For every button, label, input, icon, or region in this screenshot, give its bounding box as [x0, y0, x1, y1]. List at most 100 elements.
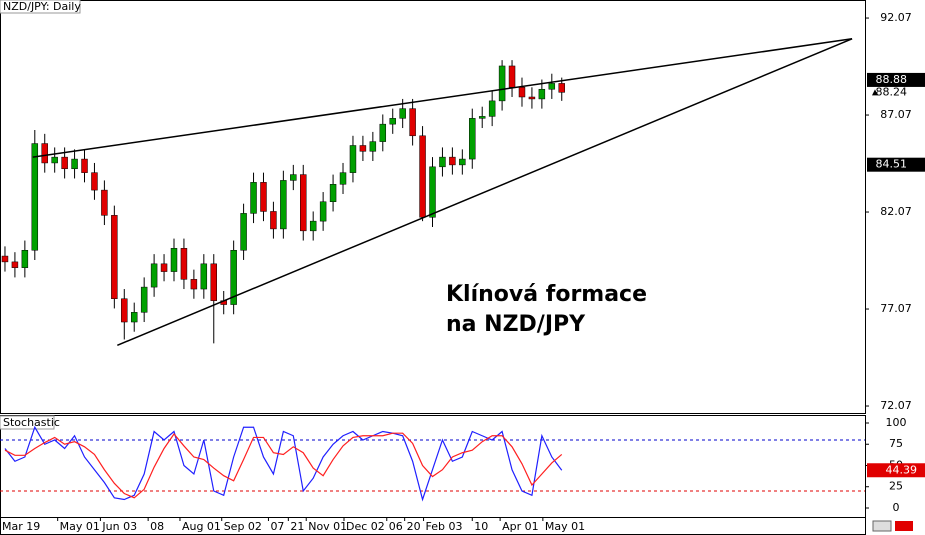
candle-body [379, 123, 387, 142]
price-label: 88.24 [876, 85, 908, 98]
candle-body [339, 172, 347, 185]
price-label-box [867, 157, 925, 172]
title-box [0, 415, 55, 430]
panel-title: Stochastic [3, 416, 60, 429]
y-tick-label: 72.07 [880, 399, 912, 412]
y-tick-label: 87.07 [880, 108, 912, 121]
candle-body [449, 156, 456, 166]
candle-body [548, 83, 556, 90]
x-tick-label: 08 [150, 520, 164, 533]
y-tick-label: 92.07 [880, 11, 912, 24]
candle-body [170, 248, 178, 272]
x-tick-label: 06 [389, 520, 403, 533]
candle-body [459, 158, 466, 166]
y-tick-label: 82.07 [880, 205, 912, 218]
last-value-label: 44.39 [886, 463, 918, 476]
candle-body [210, 263, 217, 301]
candle-body [488, 100, 496, 117]
candle-body [399, 108, 406, 119]
scroll-end-icon[interactable] [895, 521, 913, 531]
candle-body [478, 116, 486, 119]
y-tick-label: 100 [886, 416, 907, 429]
candle-body [240, 213, 247, 251]
y-tick-label: 75 [889, 437, 903, 450]
x-tick-label: Dec 02 [346, 520, 385, 533]
candle-body [290, 174, 297, 181]
x-tick-label: Aug 01 [182, 520, 221, 533]
y-tick-label: 0 [893, 501, 900, 514]
candle-body [31, 143, 39, 251]
x-tick-label: Nov 01 [308, 520, 347, 533]
candle-body [250, 182, 257, 214]
candle-body [200, 263, 208, 290]
scroll-icon[interactable] [872, 520, 892, 532]
x-tick-label: 21 [290, 520, 304, 533]
candle-body [61, 156, 68, 170]
candle-body [91, 172, 98, 191]
candle-body [389, 118, 396, 125]
candle-body [190, 279, 198, 290]
candle-body [469, 118, 476, 160]
candle-body [558, 83, 565, 93]
candle-body [11, 261, 19, 268]
x-tick-label: 07 [270, 520, 284, 533]
price-label: 84.51 [876, 158, 908, 171]
x-tick-label: May 01 [60, 520, 100, 533]
x-tick-label: Mar 19 [2, 520, 40, 533]
candle-body [439, 156, 446, 168]
candle-body [51, 156, 58, 164]
x-tick-label: Apr 01 [502, 520, 539, 533]
annotation: na NZD/JPY [446, 312, 586, 337]
candle-body [349, 145, 357, 173]
trendline [32, 38, 853, 158]
chart-title: NZD/JPY: Daily [3, 0, 81, 13]
candle-body [409, 108, 416, 137]
x-tick-label: Sep 02 [224, 520, 262, 533]
candle-body [41, 143, 48, 164]
x-tick-label: 20 [407, 520, 421, 533]
candle-body [270, 211, 277, 230]
candle-body [130, 312, 138, 323]
candle-body [280, 180, 287, 230]
candle-body [111, 215, 118, 299]
candle-body [150, 263, 158, 288]
title-box [0, 0, 81, 14]
candle-body [309, 220, 317, 232]
candle-body [121, 298, 128, 323]
candle-body [81, 158, 88, 173]
y-tick-label: 77.07 [880, 302, 912, 315]
x-tick-label: Feb 03 [426, 520, 463, 533]
price-panel [0, 0, 866, 414]
last-value-box [867, 463, 925, 478]
y-tick-label: 25 [889, 480, 903, 493]
x-tick-label: May 01 [545, 520, 585, 533]
candle-body [140, 286, 148, 313]
candle-body [429, 166, 436, 218]
candle-body [260, 182, 267, 212]
price-arrow [872, 89, 878, 96]
price-label-box [867, 72, 925, 87]
candle-body [160, 263, 168, 272]
price-label: 88.88 [876, 73, 908, 86]
stochastic-line [4, 432, 563, 499]
candle-body [369, 141, 377, 152]
candle-body [528, 96, 536, 100]
trendline [117, 38, 853, 346]
x-tick-label: 10 [474, 520, 488, 533]
candle-body [71, 158, 78, 170]
annotation: Klínová formace [446, 282, 647, 307]
candle-body [329, 184, 337, 202]
candle-body [419, 135, 426, 218]
candle-body [518, 87, 526, 98]
x-tick-label: Jun 03 [101, 520, 137, 533]
candle-body [359, 145, 367, 152]
candle-body [101, 189, 108, 216]
stochastic-line [4, 425, 563, 502]
candle-body [508, 65, 516, 88]
candle-body [230, 249, 237, 305]
candle-body [319, 201, 327, 222]
candle-body [21, 249, 29, 268]
candle-body [180, 248, 188, 280]
